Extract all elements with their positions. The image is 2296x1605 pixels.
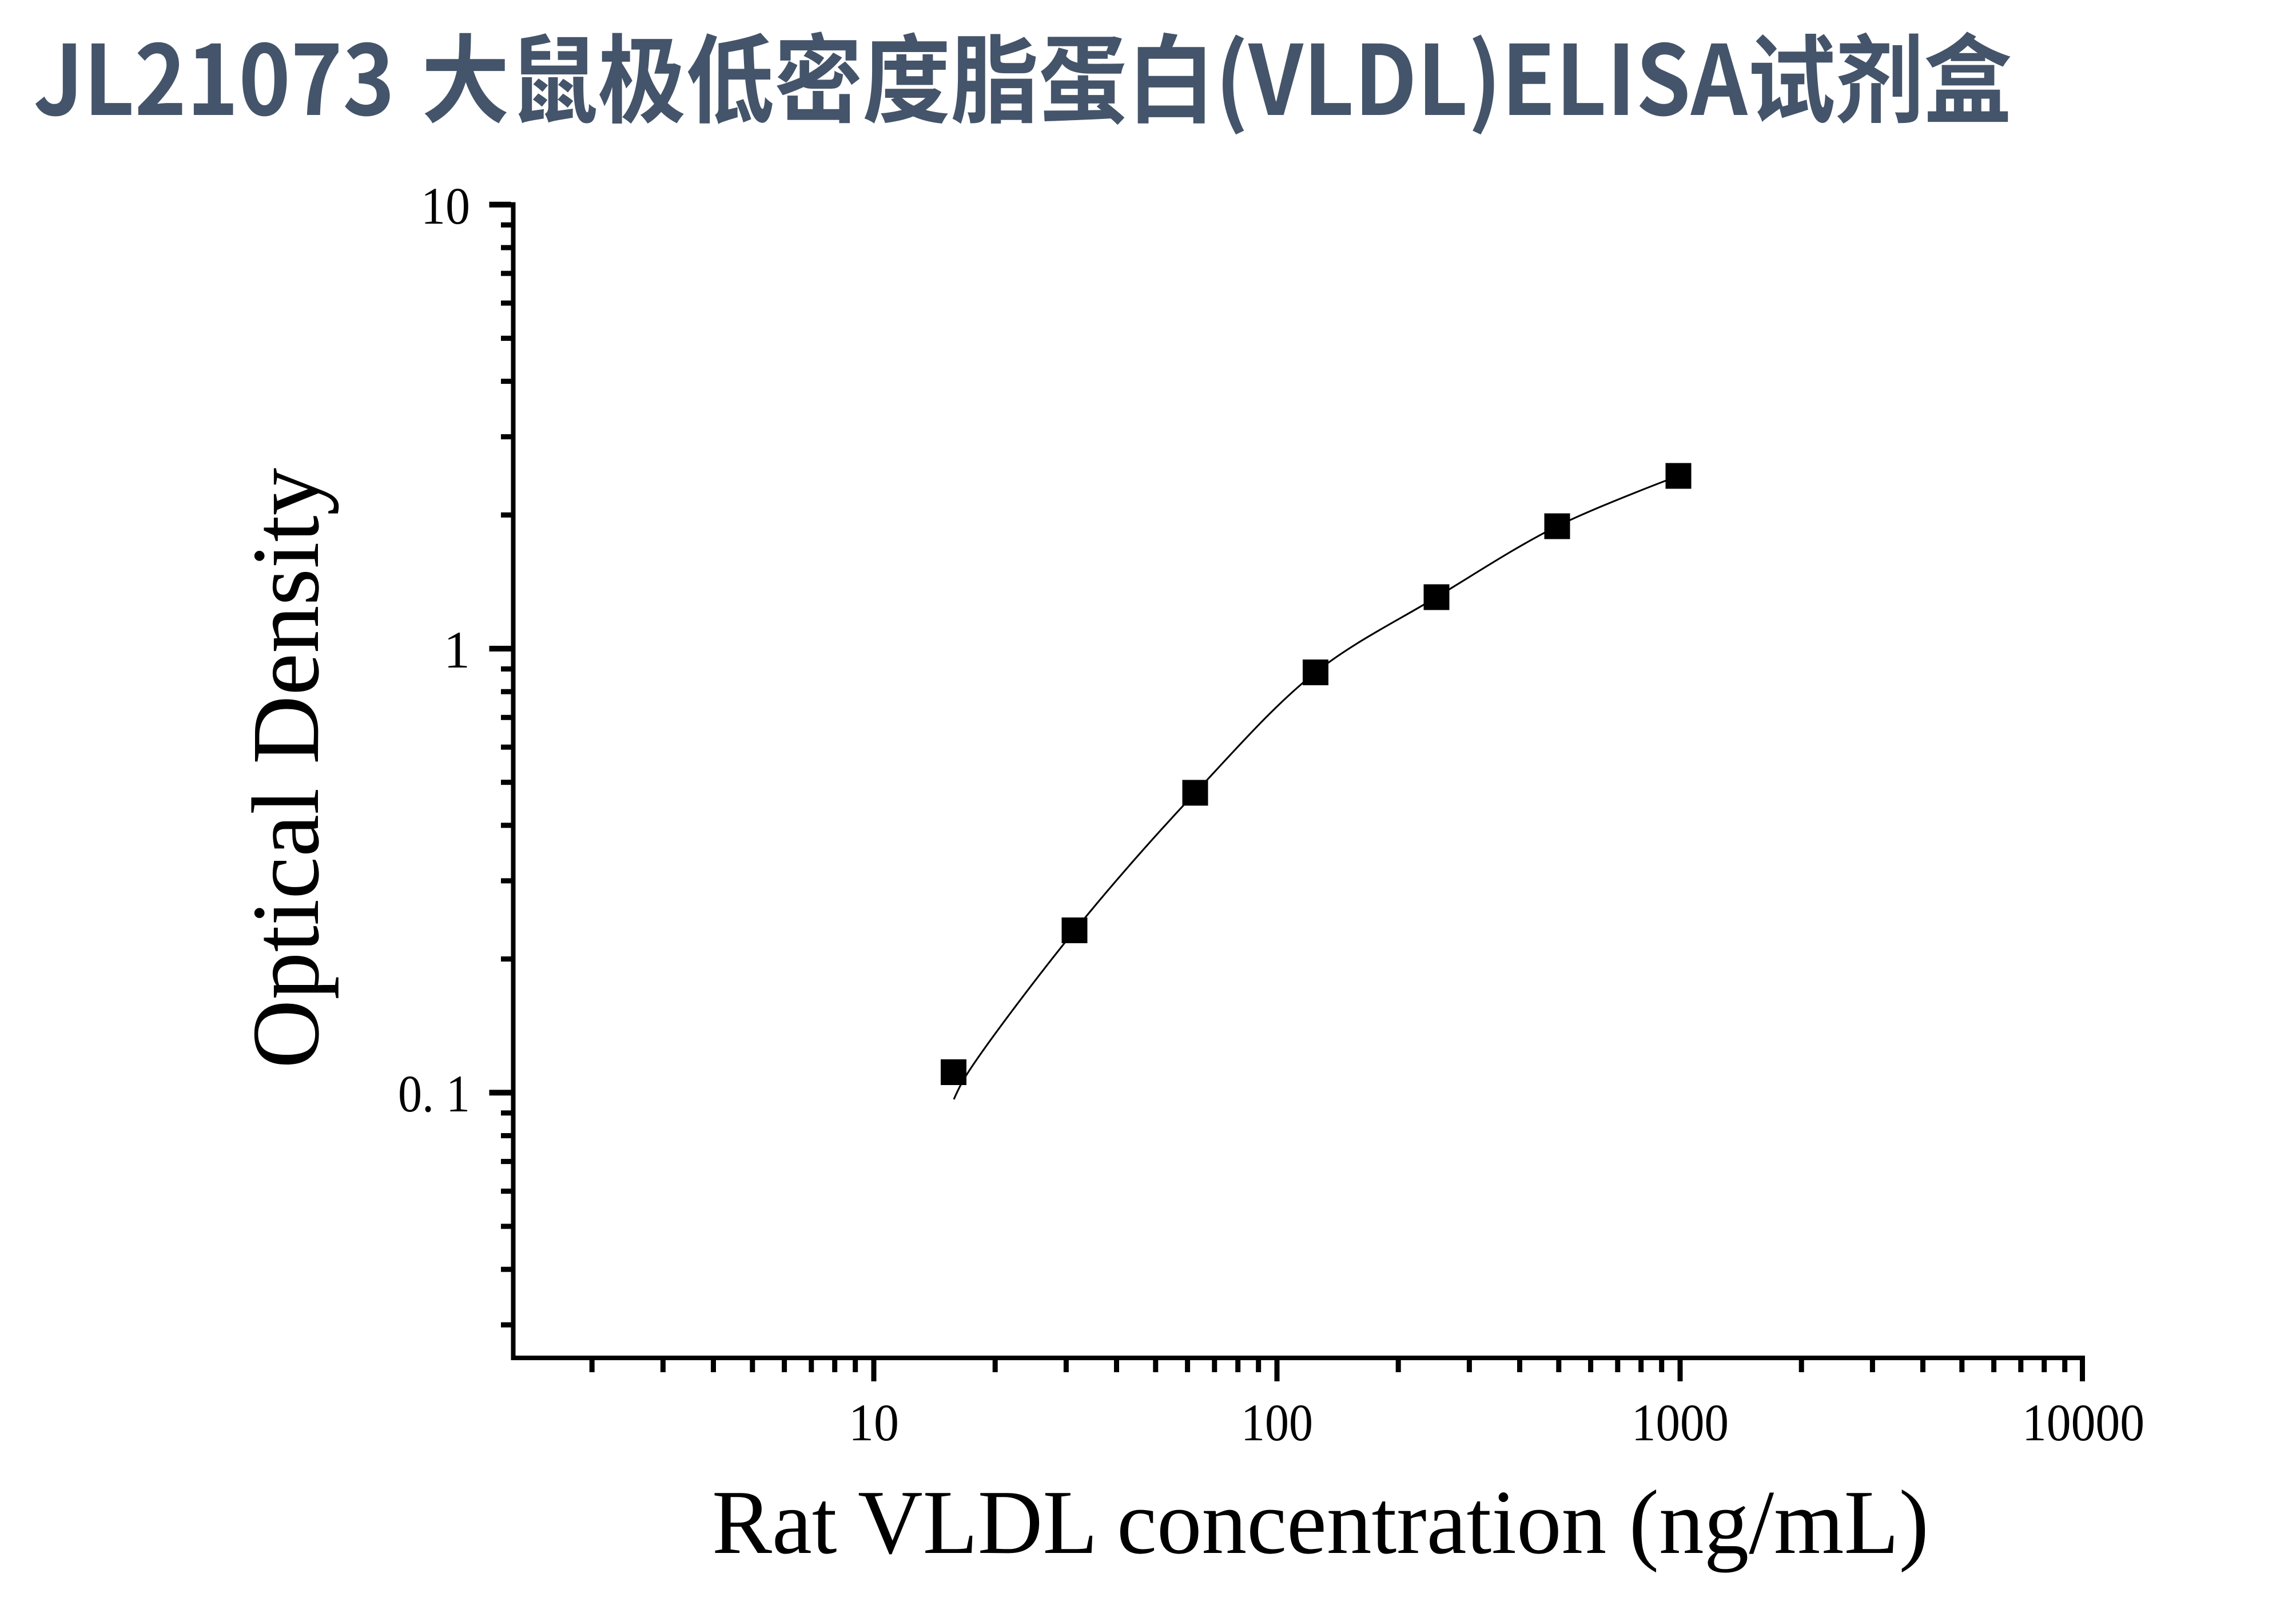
svg-text:Optical Density: Optical Density [233, 468, 339, 1068]
svg-text:10: 10 [849, 1393, 899, 1452]
svg-text:1000: 1000 [1632, 1393, 1729, 1452]
svg-text:1: 1 [444, 621, 470, 679]
svg-text:10: 10 [421, 177, 470, 235]
svg-text:0. 1: 0. 1 [398, 1064, 470, 1123]
svg-text:100: 100 [1241, 1393, 1313, 1452]
svg-text:10000: 10000 [2022, 1393, 2144, 1452]
svg-text:Rat VLDL concentration (ng/mL): Rat VLDL concentration (ng/mL) [712, 1471, 1929, 1573]
